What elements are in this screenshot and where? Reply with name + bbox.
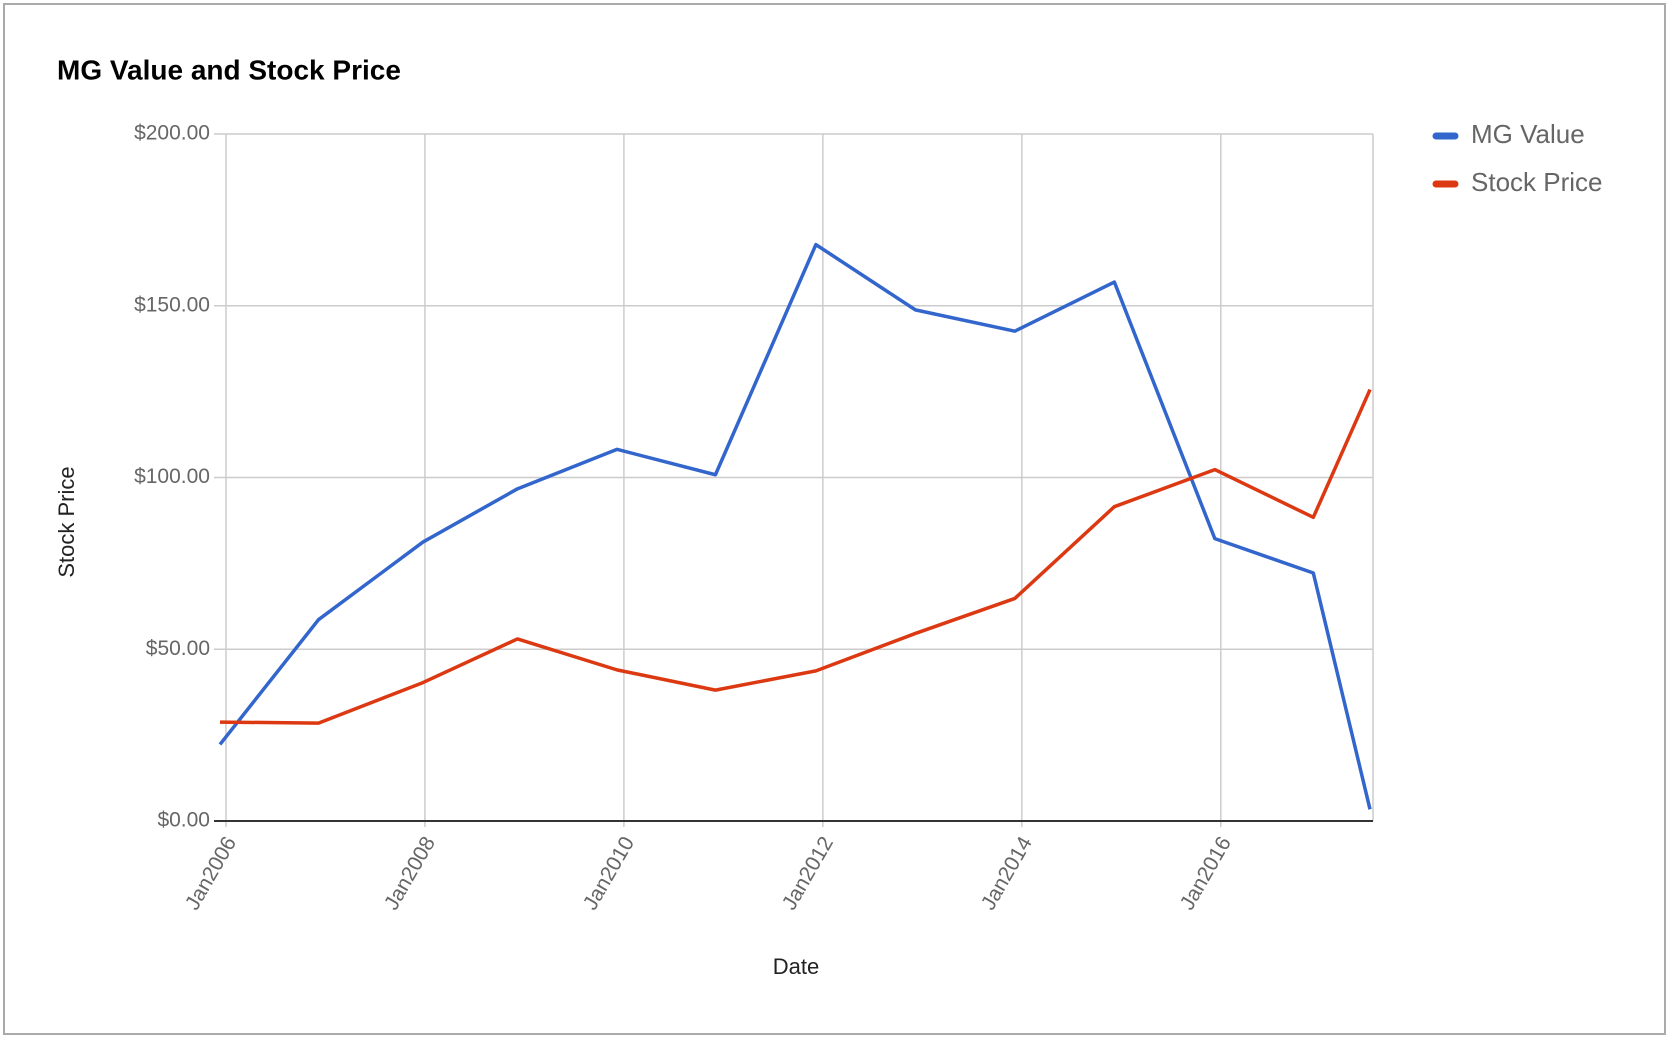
y-tick-label: $100.00: [134, 465, 210, 488]
x-axis-title: Date: [773, 954, 819, 979]
y-tick-label: $200.00: [134, 122, 210, 145]
y-tick-label: $0.00: [157, 809, 210, 832]
legend-label: Stock Price: [1471, 167, 1603, 197]
legend-label: MG Value: [1471, 119, 1585, 149]
series-line: [218, 242, 1372, 810]
chart-title: MG Value and Stock Price: [57, 54, 401, 85]
chart-frame: [3, 3, 1666, 1035]
y-tick-label: $50.00: [146, 637, 210, 660]
y-tick-label: $150.00: [134, 293, 210, 316]
series-line: [219, 388, 1372, 725]
y-axis-title: Stock Price: [54, 466, 79, 577]
